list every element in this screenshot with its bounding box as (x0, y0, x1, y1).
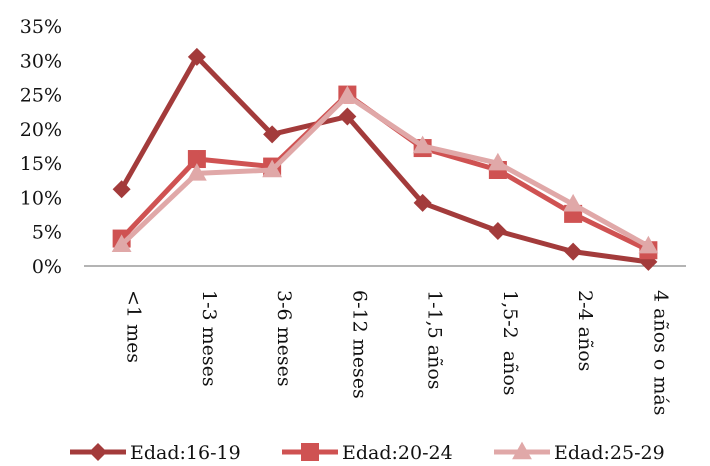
data-point-diamond (263, 125, 282, 144)
series-line (119, 54, 649, 265)
x-tick-label: 1,5-2 años (499, 290, 521, 396)
y-tick-label: 20% (20, 119, 62, 141)
data-point-diamond (89, 443, 107, 461)
data-point-triangle (262, 159, 283, 178)
y-tick-label: 10% (20, 187, 62, 209)
y-tick-label: 15% (20, 153, 62, 175)
series-3 (111, 85, 659, 254)
data-point-diamond (488, 222, 507, 241)
y-tick-label: 25% (20, 85, 62, 107)
x-tick-label: 4 años o más (649, 290, 671, 416)
data-point-diamond (338, 107, 357, 126)
legend-label: Edad:25-29 (554, 442, 665, 464)
y-axis: 0% 5% 10% 15% 20% 25% 30% 35% (20, 16, 62, 278)
y-tick-label: 5% (32, 222, 62, 244)
data-point-diamond (112, 180, 131, 199)
y-tick-label: 35% (20, 16, 62, 38)
data-point-triangle (412, 135, 433, 154)
data-point-square (187, 150, 206, 169)
x-tick-label: 6-12 meses (348, 290, 370, 399)
y-tick-label: 0% (32, 256, 62, 278)
legend-label: Edad:20-24 (342, 442, 453, 464)
data-point-triangle (337, 85, 358, 104)
legend-item: Edad:25-29 (494, 441, 665, 464)
legend-item: Edad:20-24 (282, 442, 453, 464)
x-tick-label: 3-6 meses (273, 290, 295, 387)
x-tick-label: 1-1,5 años (424, 290, 446, 390)
x-tick-label: <1 mes (123, 290, 145, 363)
data-point-triangle (563, 193, 584, 212)
data-point-triangle (512, 441, 532, 460)
legend-item: Edad:16-19 (70, 442, 241, 464)
series-line (119, 93, 650, 249)
y-tick-label: 30% (20, 50, 62, 72)
data-point-triangle (111, 234, 132, 252)
data-point-triangle (186, 163, 207, 181)
x-tick-label: 2-4 años (574, 290, 596, 371)
legend: Edad:16-19 Edad:20-24 Edad:25-29 (70, 441, 665, 464)
data-point-triangle (487, 152, 508, 171)
data-point-triangle (638, 235, 659, 254)
series-layer (111, 47, 659, 271)
legend-label: Edad:16-19 (130, 442, 241, 464)
data-point-diamond (413, 193, 432, 212)
data-point-diamond (187, 47, 206, 66)
x-axis-tick-labels: <1 mes 1-3 meses 3-6 meses 6-12 meses 1-1,5 … (123, 290, 672, 416)
data-point-square (301, 443, 319, 461)
x-tick-label: 1-3 meses (198, 290, 220, 387)
data-point-diamond (564, 242, 583, 261)
